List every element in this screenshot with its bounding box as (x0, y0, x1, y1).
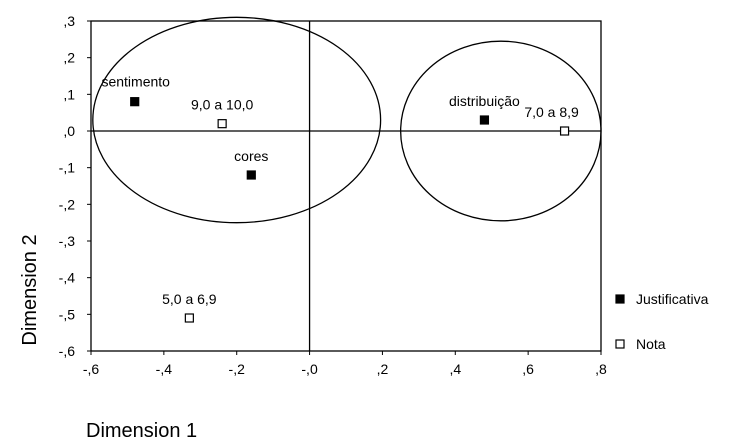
point-label: cores (234, 148, 268, 164)
point-marker-justificativa (479, 115, 490, 125)
point-label: 7,0 a 8,9 (524, 104, 579, 120)
y-tick-label: ,2 (63, 50, 75, 66)
y-tick-label: -,3 (59, 233, 76, 249)
point-marker-justificativa (130, 97, 140, 107)
point-marker-nota (559, 126, 570, 136)
y-tick-label: -,2 (59, 196, 76, 212)
point-marker-justificativa (246, 170, 256, 180)
x-tick-label: -,4 (156, 361, 173, 377)
legend-marker-justificativa (615, 294, 625, 304)
x-tick-label: ,8 (595, 361, 607, 377)
x-tick-label: -,6 (83, 361, 100, 377)
y-tick-label: -,4 (59, 270, 76, 286)
x-tick-label: ,4 (449, 361, 461, 377)
x-axis-label: Dimension 1 (86, 420, 197, 439)
legend-label: Justificativa (636, 291, 709, 307)
x-tick-label: -,0 (301, 361, 318, 377)
y-tick-label: ,3 (63, 13, 75, 29)
y-tick-label: -,1 (59, 160, 76, 176)
y-tick-label: -,6 (59, 343, 76, 359)
y-tick-label: ,1 (63, 86, 75, 102)
y-tick-label: -,5 (59, 306, 76, 322)
legend-label: Nota (636, 336, 666, 352)
cluster-ellipse (92, 16, 382, 224)
plot-frame (90, 20, 602, 352)
x-tick-label: -,2 (229, 361, 246, 377)
y-axis-label: Dimension 2 (19, 234, 41, 345)
x-tick-label: ,6 (522, 361, 534, 377)
point-label: 9,0 a 10,0 (191, 97, 253, 113)
legend-marker-nota (615, 339, 625, 349)
point-marker-nota (184, 313, 194, 323)
y-tick-label: ,0 (63, 123, 75, 139)
point-marker-nota (217, 119, 227, 129)
x-tick-label: ,2 (377, 361, 389, 377)
point-label: distribuição (449, 93, 520, 109)
point-label: sentimento (101, 74, 170, 90)
point-label: 5,0 a 6,9 (162, 291, 217, 307)
cluster-ellipse (399, 40, 602, 222)
